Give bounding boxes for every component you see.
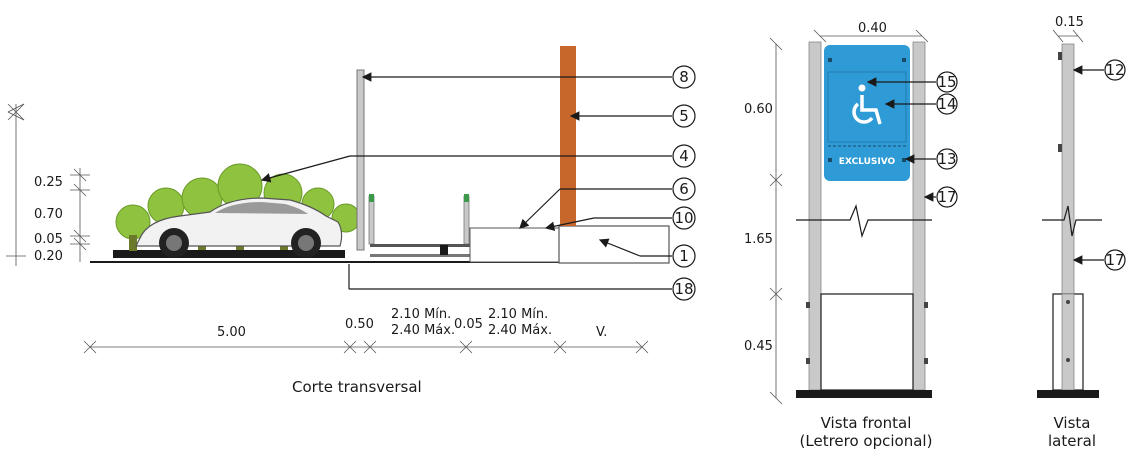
side-caption-line1: Vista: [1054, 414, 1091, 432]
front-caption-line2: (Letrero opcional): [800, 432, 933, 450]
accessibility-sign: [824, 45, 910, 181]
callouts: 8 5 4 6 10 1 18: [672, 65, 696, 301]
dim-0-20: 0.20: [34, 249, 63, 264]
cross-section-caption: Corte transversal: [292, 378, 422, 396]
svg-text:13: 13: [937, 150, 956, 168]
front-post-left: [808, 41, 822, 391]
callout-15: 15: [936, 71, 958, 93]
callout-4: 4: [672, 144, 696, 168]
svg-text:10: 10: [674, 209, 693, 227]
dim-2-40-max-b: 2.40 Máx.: [488, 323, 552, 338]
front-dim-1-65: 1.65: [744, 232, 773, 247]
car: [135, 197, 343, 258]
callout-17-side: 17: [1104, 249, 1126, 271]
front-view: 0.40 0.60 1.65 0.45 EXCLUSIVO: [744, 21, 958, 450]
dim-0-50: 0.50: [345, 317, 374, 332]
dim-0-25: 0.25: [34, 175, 63, 190]
ground-slab: [113, 250, 345, 258]
callout-18: 18: [672, 277, 696, 301]
svg-text:1: 1: [679, 247, 689, 265]
callout-leaders: [260, 72, 672, 290]
dim-0-05: 0.05: [34, 232, 63, 247]
curb-box: [558, 225, 670, 264]
front-caption-line1: Vista frontal: [821, 414, 912, 432]
svg-text:6: 6: [679, 180, 689, 198]
sign-post: [356, 69, 365, 251]
svg-text:8: 8: [679, 68, 689, 86]
sidewalk: [469, 227, 561, 263]
callout-14: 14: [936, 93, 958, 115]
svg-text:17: 17: [937, 188, 956, 206]
dim-0-05-h: 0.05: [454, 317, 483, 332]
vertical-dimension-line: [6, 103, 90, 266]
cross-section: 8 5 4 6 10 1 18 0.25 0.70 0.05 0.20: [6, 46, 696, 396]
dim-v: V.: [596, 325, 607, 340]
wheel-stop-bollards: [368, 194, 470, 257]
dim-5-00: 5.00: [217, 325, 246, 340]
svg-text:18: 18: [674, 280, 693, 298]
svg-text:4: 4: [679, 147, 689, 165]
sign-label: EXCLUSIVO: [839, 157, 896, 167]
dim-2-10-min-b: 2.10 Mín.: [488, 307, 548, 322]
callout-1: 1: [672, 244, 696, 268]
callout-13: 13: [936, 148, 958, 170]
dim-2-10-min-a: 2.10 Mín.: [391, 307, 451, 322]
front-base-frame: [820, 293, 914, 391]
side-view: 0.15 12 17 Vista lateral: [1037, 15, 1126, 450]
side-caption-line2: lateral: [1048, 432, 1096, 450]
svg-text:15: 15: [937, 73, 956, 91]
orange-pole: [560, 46, 576, 226]
dim-2-40-max-a: 2.40 Máx.: [391, 323, 455, 338]
front-width-dim: 0.40: [858, 21, 887, 36]
callout-6: 6: [672, 177, 696, 201]
callout-17-front: 17: [936, 186, 958, 208]
svg-text:14: 14: [937, 95, 956, 113]
callout-8: 8: [672, 65, 696, 89]
callout-5: 5: [672, 104, 696, 128]
callout-12: 12: [1104, 59, 1126, 81]
front-break-line: [796, 203, 932, 239]
front-base-slab: [796, 390, 932, 398]
front-post-right: [912, 41, 926, 391]
svg-text:5: 5: [679, 107, 689, 125]
side-base-slab: [1037, 390, 1099, 398]
dim-0-70: 0.70: [34, 207, 63, 222]
svg-text:12: 12: [1105, 61, 1124, 79]
callout-10: 10: [672, 206, 696, 230]
front-dim-0-45: 0.45: [744, 339, 773, 354]
wheelchair-icon: [852, 84, 882, 125]
front-dim-0-60: 0.60: [744, 102, 773, 117]
svg-text:17: 17: [1105, 251, 1124, 269]
side-break-line: [1042, 205, 1102, 237]
side-width-dim: 0.15: [1055, 15, 1084, 30]
horizontal-dimension-line: [83, 340, 649, 354]
